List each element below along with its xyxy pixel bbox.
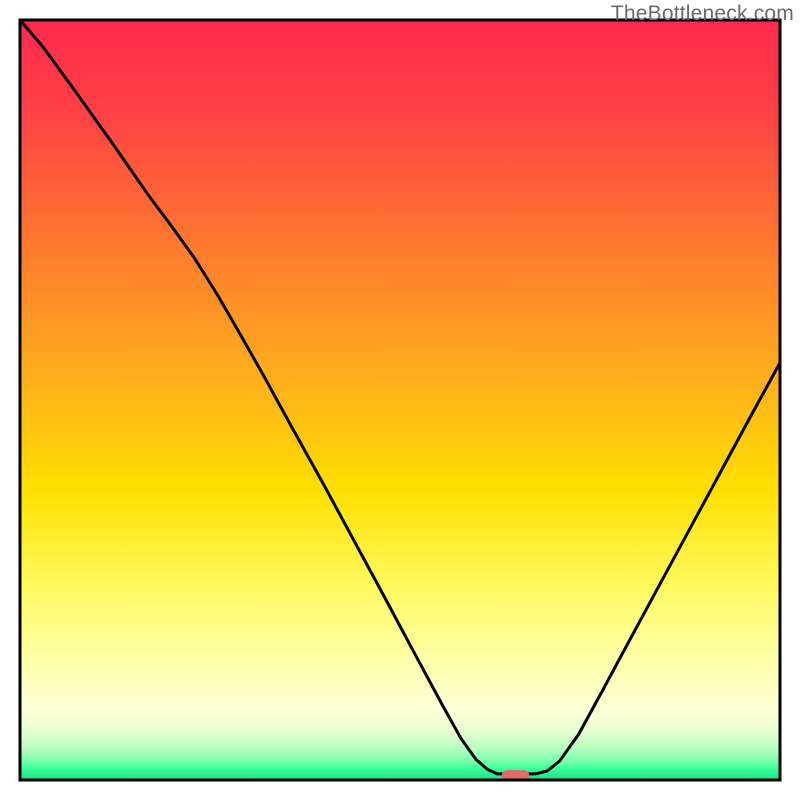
chart-background [20,20,780,780]
bottleneck-chart: TheBottleneck.com [0,0,800,800]
chart-svg [0,0,800,800]
